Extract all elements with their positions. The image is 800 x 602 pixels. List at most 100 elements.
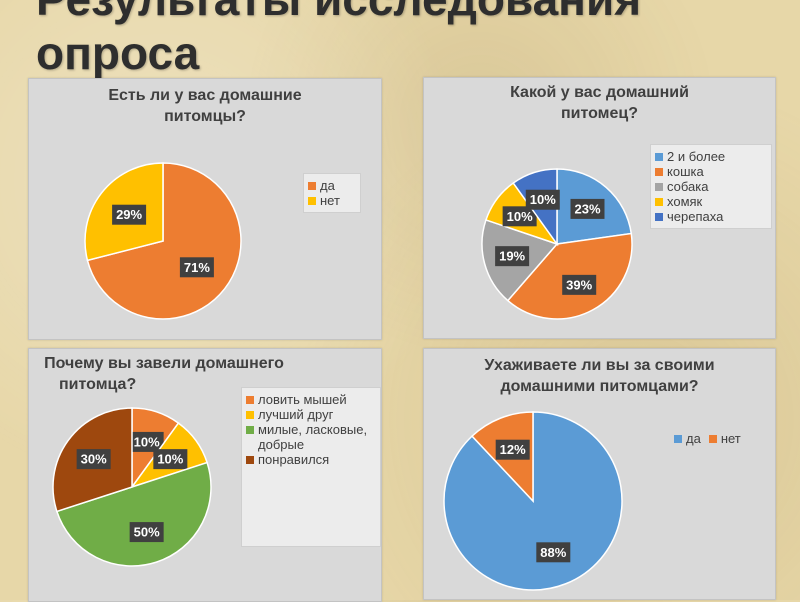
data-label-box [129,522,164,543]
data-label-box [153,449,188,470]
slide-title-line-1: Результаты исследования [36,0,776,26]
pie-slice-1 [86,162,242,320]
chart-title-line-2: питомец? [560,105,639,122]
pie-chart-why-pet: 10% 10% 50% 30% [52,407,212,567]
data-label-box [76,449,111,470]
data-label-text: 10% [134,434,160,449]
legend-label: кошка [667,164,704,179]
data-label-1: 23% [570,198,605,219]
legend-label: нет [720,431,741,446]
data-label-2: 12% [495,439,530,460]
data-label-text: 19% [499,249,525,264]
chart-panel-pet-type: Какой у вас домашний питомец? 23% 39% 19% 1… [423,77,776,339]
legend-label-line: понравился [258,452,330,467]
legend-swatch [655,183,663,191]
legend-swatch [655,168,663,176]
data-label-5: 10% [525,189,560,210]
legend-swatch [655,153,663,161]
chart-title: Почему вы завели домашнего питомца? [29,353,299,395]
legend-item-3: милые, ласковые, добрые [246,422,376,452]
legend-item-1: да [308,178,356,193]
data-label-1: 10% [129,431,164,452]
legend-swatch [246,456,254,464]
data-label-4: 10% [502,206,537,227]
data-label-box [112,204,147,225]
data-label-1: 88% [536,542,571,563]
legend-swatch [674,435,682,443]
legend-label: да [320,178,335,193]
data-label-text: 12% [500,442,526,457]
chart-title: Какой у вас домашний питомец? [424,82,775,124]
data-label-text: 10% [507,209,533,224]
data-label-2: 39% [562,274,597,295]
legend-label-line: добрые [258,437,305,452]
legend-label: милые, ласковые, добрые [258,422,367,452]
legend-swatch [246,411,254,419]
chart-legend: 2 и более кошка собака хомяк черепаха [650,144,772,229]
chart-panel-why-pet: Почему вы завели домашнего питомца? 10% 1… [28,348,382,602]
data-label-3: 19% [495,246,530,267]
chart-title-line-2: домашними питомцами? [500,378,699,395]
data-label-text: 50% [134,525,160,540]
pie-chart-care: 88% 12% [443,411,623,591]
legend-label: хомяк [667,194,703,209]
data-label-box [502,206,537,227]
data-label-text: 88% [540,545,566,560]
legend-swatch [655,213,663,221]
legend-item-4: хомяк [655,194,767,209]
chart-title-line-1: Какой у вас домашний [510,84,689,101]
legend-swatch [708,435,717,443]
chart-legend: ловить мышей лучший друг милые, ласковые, д… [241,387,381,547]
chart-title: Ухаживаете ли вы за своими домашними пит… [424,355,775,397]
legend-swatch [308,182,316,190]
legend-swatch [308,197,316,205]
chart-title-line-2: питомца? [59,376,137,393]
pie-chart-has-pets: 71% 29% [84,162,242,320]
chart-title-line-2: питомцы? [164,108,246,125]
legend-label: 2 и более [667,149,726,164]
chart-panel-care: Ухаживаете ли вы за своими домашними пит… [423,348,776,600]
data-label-box [129,431,164,452]
data-label-text: 23% [574,201,600,216]
data-label-2: 29% [112,204,147,225]
legend-label-line: лучший друг [258,407,334,422]
legend-swatch [246,426,254,434]
data-label-text: 30% [81,452,107,467]
legend-label: черепаха [667,209,724,224]
legend-label: собака [667,179,709,194]
data-label-box [570,198,605,219]
legend-item-2: лучший друг [246,407,376,422]
chart-legend: да нет [670,427,753,451]
legend-item-1: ловить мышей [246,392,376,407]
data-label-box [495,439,530,460]
data-label-box [525,189,560,210]
data-label-box [179,257,214,278]
data-label-text: 10% [157,452,183,467]
legend-item-5: черепаха [655,209,767,224]
legend-item-1: 2 и более [655,149,767,164]
legend-label-line: ловить мышей [258,392,347,407]
legend-label-line: милые, ласковые, [258,422,368,437]
chart-panel-has-pets: Есть ли у вас домашние питомцы? 71% 29% д… [28,78,382,340]
legend-item-4: понравился [246,452,376,467]
legend-label: нет [320,193,340,208]
legend-item-2: нет [308,193,356,208]
legend-item-3: собака [655,179,767,194]
chart-legend: да нет [303,173,361,213]
legend-item-1: да [674,431,701,446]
data-label-text: 29% [116,207,142,222]
legend-label: лучший друг [258,407,333,422]
legend-label: ловить мышей [258,392,347,407]
legend-label: да [686,431,701,446]
chart-title-line-1: Почему вы завели домашнего [44,355,284,372]
chart-title-line-1: Ухаживаете ли вы за своими [484,357,715,374]
data-label-text: 10% [530,192,556,207]
chart-title-line-1: Есть ли у вас домашние [108,87,302,104]
data-label-box [495,246,530,267]
pie-chart-pet-type: 23% 39% 19% 10% 10% [481,168,633,320]
data-label-text: 71% [184,260,210,275]
legend-item-2: кошка [655,164,767,179]
pie-slice-3 [55,461,212,567]
legend-swatch [246,396,254,404]
legend-label: понравился [258,452,329,467]
